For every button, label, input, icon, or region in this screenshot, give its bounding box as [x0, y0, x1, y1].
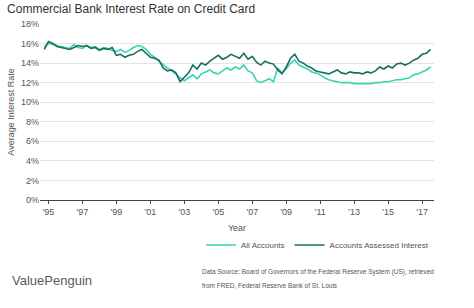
svg-text:'07: '07 [246, 207, 258, 217]
svg-text:'05: '05 [212, 207, 224, 217]
svg-text:6%: 6% [26, 136, 39, 146]
svg-text:Commercial Bank Interest Rate: Commercial Bank Interest Rate on Credit … [7, 2, 255, 16]
svg-text:'95: '95 [43, 207, 55, 217]
svg-text:'01: '01 [145, 207, 157, 217]
svg-text:'17: '17 [416, 207, 428, 217]
svg-text:'13: '13 [348, 207, 360, 217]
svg-text:14%: 14% [21, 58, 39, 68]
svg-text:0%: 0% [26, 195, 39, 205]
svg-text:'99: '99 [111, 207, 123, 217]
svg-text:Accounts Assessed Interest: Accounts Assessed Interest [330, 241, 429, 250]
svg-text:Average Interest Rate: Average Interest Rate [6, 68, 16, 155]
svg-text:Data Source: Board of Governor: Data Source: Board of Governors of the F… [202, 268, 434, 276]
svg-text:4%: 4% [26, 156, 39, 166]
svg-text:'97: '97 [77, 207, 89, 217]
svg-text:Year: Year [228, 223, 246, 233]
svg-text:12%: 12% [21, 78, 39, 88]
svg-text:'11: '11 [315, 207, 326, 217]
svg-text:ValuePenguin: ValuePenguin [12, 273, 92, 288]
svg-text:from FRED, Federal Reserve Ban: from FRED, Federal Reserve Bank of St. L… [202, 282, 338, 289]
svg-text:All Accounts: All Accounts [241, 241, 285, 250]
svg-text:'03: '03 [178, 207, 190, 217]
svg-text:8%: 8% [26, 117, 39, 127]
svg-text:10%: 10% [21, 97, 39, 107]
svg-text:'09: '09 [280, 207, 292, 217]
svg-text:'15: '15 [382, 207, 394, 217]
svg-text:16%: 16% [21, 39, 39, 49]
svg-text:2%: 2% [26, 176, 39, 186]
svg-text:18%: 18% [21, 19, 39, 29]
